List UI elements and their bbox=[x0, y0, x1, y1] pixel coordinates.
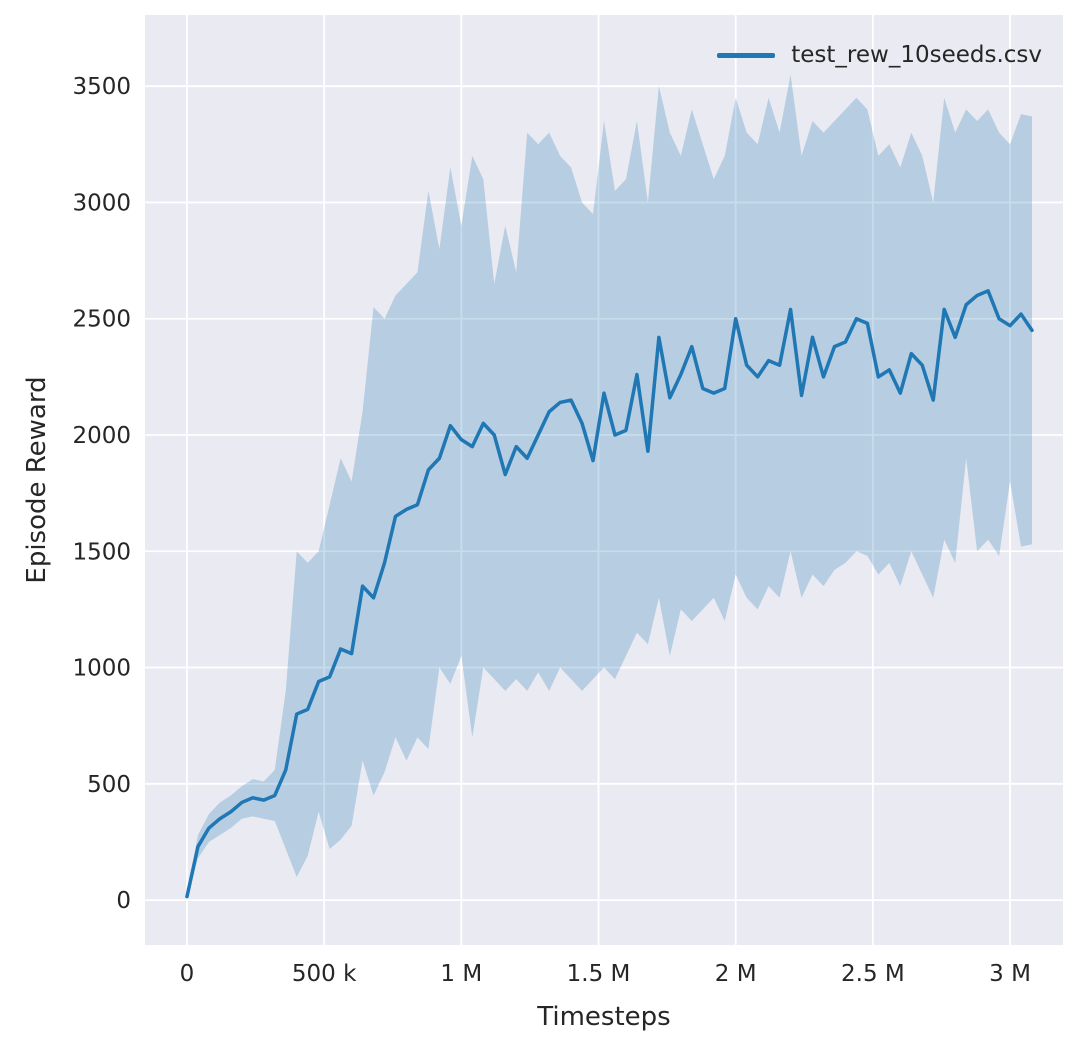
x-tick-label: 2 M bbox=[715, 961, 757, 987]
y-tick-label: 2500 bbox=[72, 307, 131, 333]
x-tick-label: 2.5 M bbox=[841, 961, 905, 987]
y-tick-label: 2000 bbox=[72, 423, 131, 449]
mean-reward-line bbox=[185, 289, 1034, 899]
legend-series-label: test_rew_10seeds.csv bbox=[791, 42, 1042, 68]
confidence-band bbox=[186, 74, 1032, 899]
legend: test_rew_10seeds.csv bbox=[717, 42, 1042, 68]
plot-background bbox=[145, 15, 1063, 945]
y-tick-label: 3000 bbox=[72, 190, 131, 216]
x-tick-label: 0 bbox=[180, 961, 195, 987]
y-tick-label: 3500 bbox=[72, 74, 131, 100]
x-tick-label: 500 k bbox=[292, 961, 357, 987]
x-tick-label: 1 M bbox=[440, 961, 482, 987]
legend-line-swatch bbox=[717, 52, 776, 58]
y-tick-label: 0 bbox=[116, 888, 131, 914]
y-axis-label: Episode Reward bbox=[22, 376, 52, 584]
x-tick-label: 1.5 M bbox=[567, 961, 631, 987]
y-tick-label: 500 bbox=[87, 772, 131, 798]
y-tick-label: 1000 bbox=[72, 656, 131, 682]
x-tick-label: 3 M bbox=[989, 961, 1031, 987]
y-tick-label: 1500 bbox=[72, 539, 131, 565]
x-axis-label: Timesteps bbox=[537, 1002, 671, 1032]
